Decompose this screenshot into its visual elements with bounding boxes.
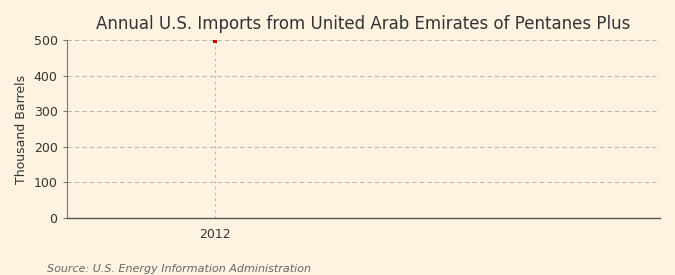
Y-axis label: Thousand Barrels: Thousand Barrels bbox=[15, 75, 28, 184]
Title: Annual U.S. Imports from United Arab Emirates of Pentanes Plus: Annual U.S. Imports from United Arab Emi… bbox=[96, 15, 630, 33]
Text: Source: U.S. Energy Information Administration: Source: U.S. Energy Information Administ… bbox=[47, 264, 311, 274]
